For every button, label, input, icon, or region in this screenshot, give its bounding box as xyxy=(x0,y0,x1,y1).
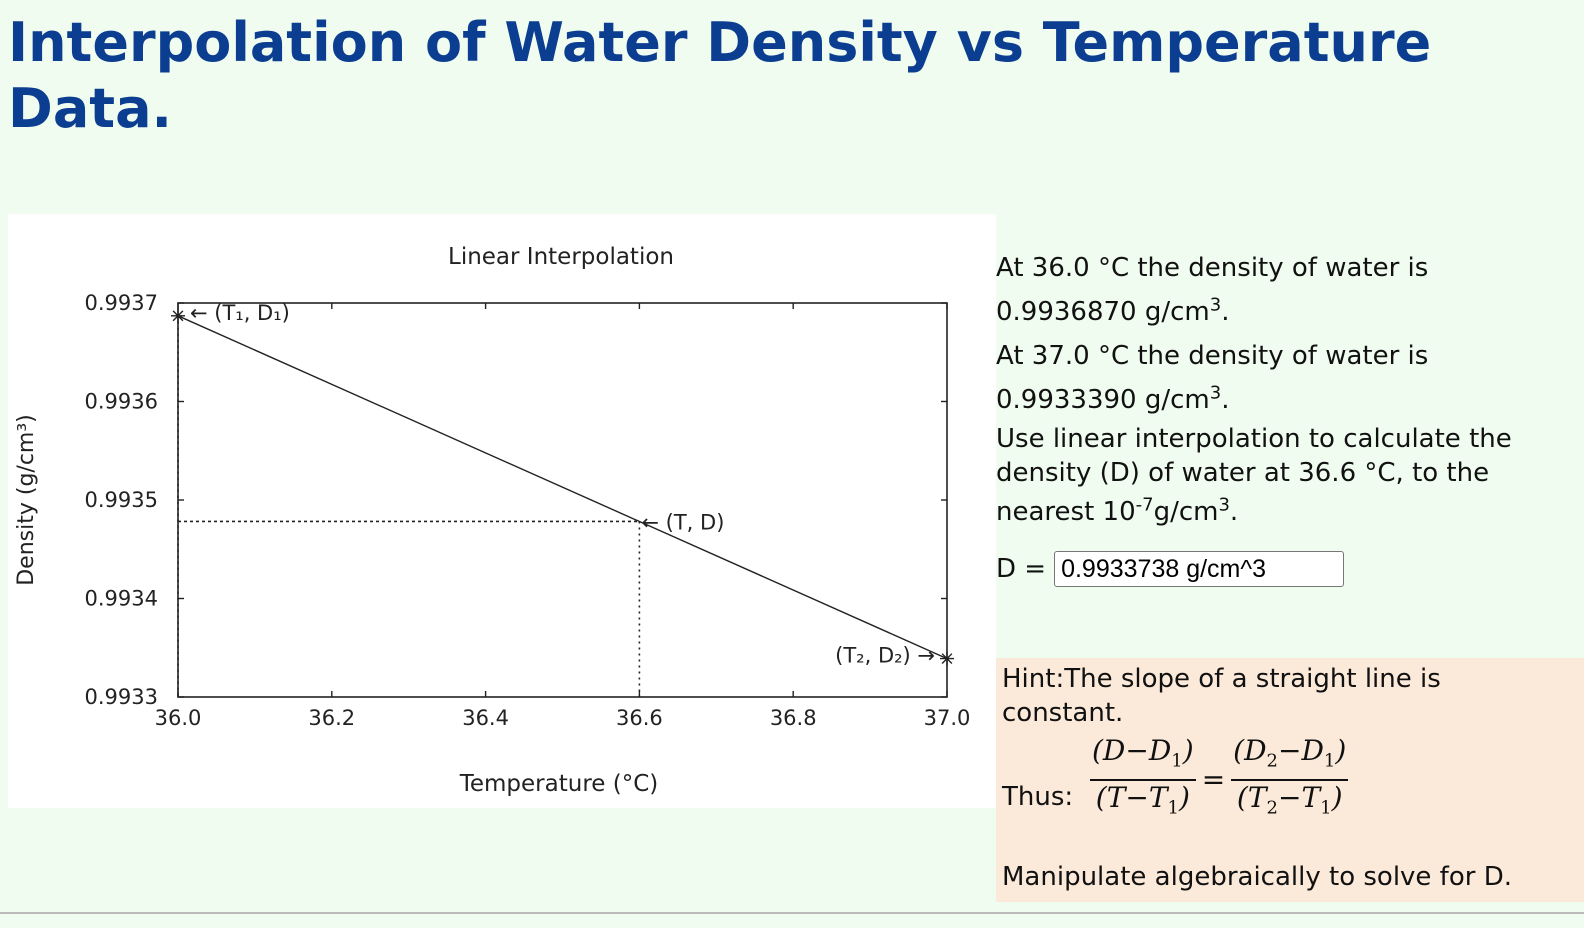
lhs-fraction: (D−D1) (T−T1) xyxy=(1090,734,1196,819)
density-2-text: 0.9933390 g/cm xyxy=(996,385,1210,415)
bottom-divider xyxy=(0,912,1584,914)
x-tick-label: 36.4 xyxy=(462,706,509,730)
interpolated-point-annotation: ← (T, D) xyxy=(641,510,724,534)
y-axis-label: Density (g/cm³) xyxy=(14,414,39,586)
y-tick-label: 0.9933 xyxy=(85,685,158,709)
data-point-2 xyxy=(940,651,954,666)
hint-panel: Hint:The slope of a straight line is con… xyxy=(996,658,1584,902)
interpolation-chart: Linear Interpolation Temperature (°C) De… xyxy=(14,244,971,797)
answer-label: D = xyxy=(996,554,1047,584)
question-line-5: Use linear interpolation to calculate th… xyxy=(996,424,1512,454)
x-tick-label: 36.2 xyxy=(308,706,355,730)
x-tick-label: 37.0 xyxy=(924,706,971,730)
plot-frame xyxy=(177,302,948,698)
x-tick-label: 36.8 xyxy=(770,706,817,730)
slope-formula: (D−D1) (T−T1) = (D2−D1) (T2−T1) xyxy=(1090,734,1349,825)
question-line-7: nearest 10 xyxy=(996,497,1136,527)
point-2-annotation: (T₂, D₂) → xyxy=(835,644,935,668)
point-1-annotation: ← (T₁, D₁) xyxy=(190,301,290,325)
x-tick-label: 36.6 xyxy=(616,706,663,730)
equals-sign: = xyxy=(1201,763,1226,797)
y-tick-label: 0.9934 xyxy=(85,587,158,611)
y-tick-label: 0.9935 xyxy=(85,488,158,512)
x-axis-label: Temperature (°C) xyxy=(459,771,659,797)
answer-input[interactable] xyxy=(1054,551,1345,587)
problem-statement: At 36.0 °C the density of water is 0.993… xyxy=(996,253,1512,527)
hint-text: Hint:The slope of a straight line is con… xyxy=(1002,664,1441,728)
question-line-6: density (D) of water at 36.6 °C, to the xyxy=(996,458,1490,488)
page-title: Interpolation of Water Density vs Temper… xyxy=(8,11,1432,140)
chart-panel: Linear Interpolation Temperature (°C) De… xyxy=(8,214,996,808)
question-line-3: At 37.0 °C the density of water is xyxy=(996,341,1429,371)
y-tick-label: 0.9937 xyxy=(85,291,158,315)
interpolation-line xyxy=(177,315,948,660)
thus-label: Thus: xyxy=(1002,782,1074,812)
density-1-text: 0.9936870 g/cm xyxy=(996,297,1210,327)
x-tick-label: 36.0 xyxy=(155,706,202,730)
answer-row: D = xyxy=(996,548,1345,590)
question-line-1: At 36.0 °C the density of water is xyxy=(996,253,1429,283)
y-tick-label: 0.9936 xyxy=(85,390,158,414)
data-point-1 xyxy=(171,308,185,323)
manipulate-text: Manipulate algebraically to solve for D. xyxy=(1002,862,1512,892)
rhs-fraction: (D2−D1) (T2−T1) xyxy=(1231,734,1349,819)
chart-title: Linear Interpolation xyxy=(448,244,674,270)
